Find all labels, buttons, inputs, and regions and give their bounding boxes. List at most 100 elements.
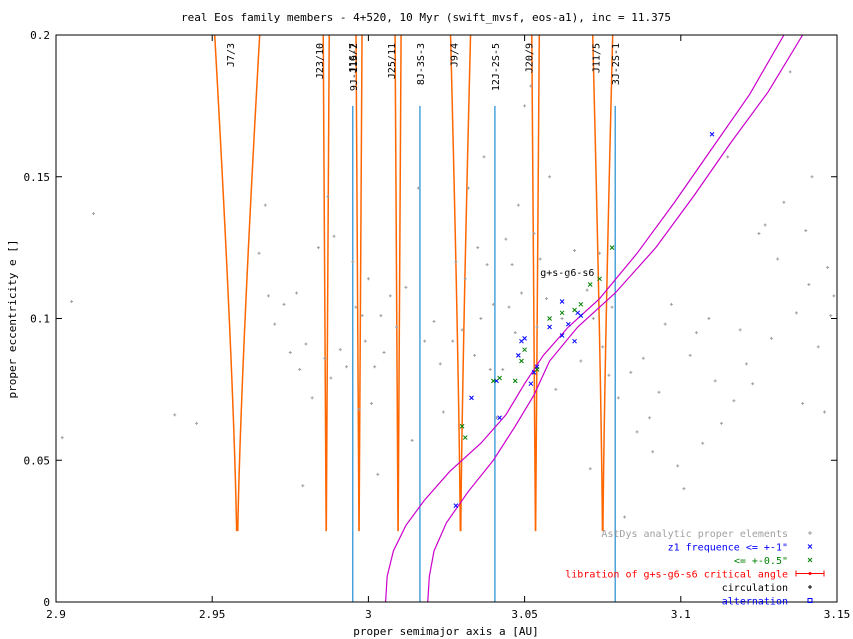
points-layer [60,70,836,519]
resonance-orange-1 [322,35,330,532]
x-tick-label: 3.1 [671,608,691,621]
point-0 [351,260,355,264]
resonance-blue-label: 9J-11S-2 [349,43,360,91]
resonance-layer: J7/3 J23/10 J16/7 J25/11 J9/4 J20/9 J11/5 9J-11… [213,35,622,602]
resonance-orange-label: J11/5 [592,43,603,73]
point-0 [757,231,761,235]
point-2 [497,375,502,381]
point-0 [682,487,686,491]
legend-marker [807,598,813,603]
y-tick-label: 0.2 [30,29,50,42]
point-0 [548,175,552,179]
resonance-orange-3 [394,35,402,532]
point-0 [382,351,386,355]
point-2 [512,378,518,384]
point-1 [578,313,584,319]
point-1 [559,299,565,304]
x-tick-label: 3.05 [511,608,538,621]
point-0 [719,421,723,425]
point-0 [494,416,498,420]
x-axis-label: proper semimajor axis a [AU] [353,625,538,638]
point-0 [635,430,639,434]
point-0 [538,257,542,261]
point-0 [788,70,792,74]
legend-marker [808,585,812,589]
resonance-blue-label: 12J-2S-5 [491,43,502,91]
x-tick-label: 3 [365,608,372,621]
point-0 [345,365,349,369]
point-0 [366,277,370,281]
y-tick-label: 0.15 [24,171,51,184]
point-0 [629,370,633,374]
point-0 [473,353,477,357]
point-0 [363,339,367,343]
y-tick-label: 0.05 [24,454,51,467]
point-0 [598,251,602,255]
point-0 [454,260,458,264]
point-2 [534,367,540,372]
point-0 [338,348,342,352]
point-0 [591,317,595,320]
point-1 [528,381,534,387]
point-0 [832,294,836,298]
point-0 [566,274,570,278]
point-1 [522,335,527,341]
legend-marker-dot [808,572,812,575]
point-1 [565,321,571,327]
point-2 [609,245,615,250]
point-2 [597,276,602,282]
point-0 [601,345,605,349]
legend-marker [807,557,813,563]
point-0 [482,155,486,159]
point-0 [776,257,780,261]
resonance-orange-label: J23/10 [315,43,326,79]
point-0 [535,325,539,329]
point-0 [810,175,814,179]
resonance-orange-label: J25/11 [387,43,398,79]
point-0 [451,339,455,343]
point-0 [676,464,680,468]
point-0 [804,229,808,233]
point-0 [282,302,286,306]
resonance-orange-5 [531,35,541,532]
point-0 [395,325,399,329]
point-0 [707,317,711,320]
point-0 [354,305,358,309]
point-0 [807,282,811,286]
point-0 [694,331,698,335]
point-0 [488,368,492,372]
point-1 [559,333,565,338]
point-0 [751,382,755,386]
point-0 [404,285,408,289]
point-0 [301,484,305,488]
legend-label: circulation [722,583,788,594]
point-0 [823,410,827,414]
point-0 [316,246,320,250]
point-0 [304,342,308,346]
point-0 [579,359,583,363]
point-0 [616,396,620,400]
point-0 [623,515,627,519]
resonance-orange-0 [213,35,261,532]
point-0 [726,155,730,159]
resonance-orange-label: J7/3 [226,43,237,67]
point-2 [587,282,593,287]
point-0 [769,336,773,340]
point-0 [463,277,467,281]
resonance-orange-2 [355,35,363,532]
point-1 [709,131,715,137]
legend-label: alternation [722,597,788,608]
point-0 [763,223,767,227]
point-0 [479,317,483,320]
point-0 [516,203,520,207]
point-0 [688,353,692,357]
resonance-blue-label: 8J-3S-3 [416,43,427,85]
point-0 [491,302,495,306]
point-0 [438,362,442,366]
point-0 [432,319,436,323]
point-0 [510,263,514,267]
point-0 [441,410,445,414]
point-2 [459,423,465,429]
point-0 [585,288,589,292]
